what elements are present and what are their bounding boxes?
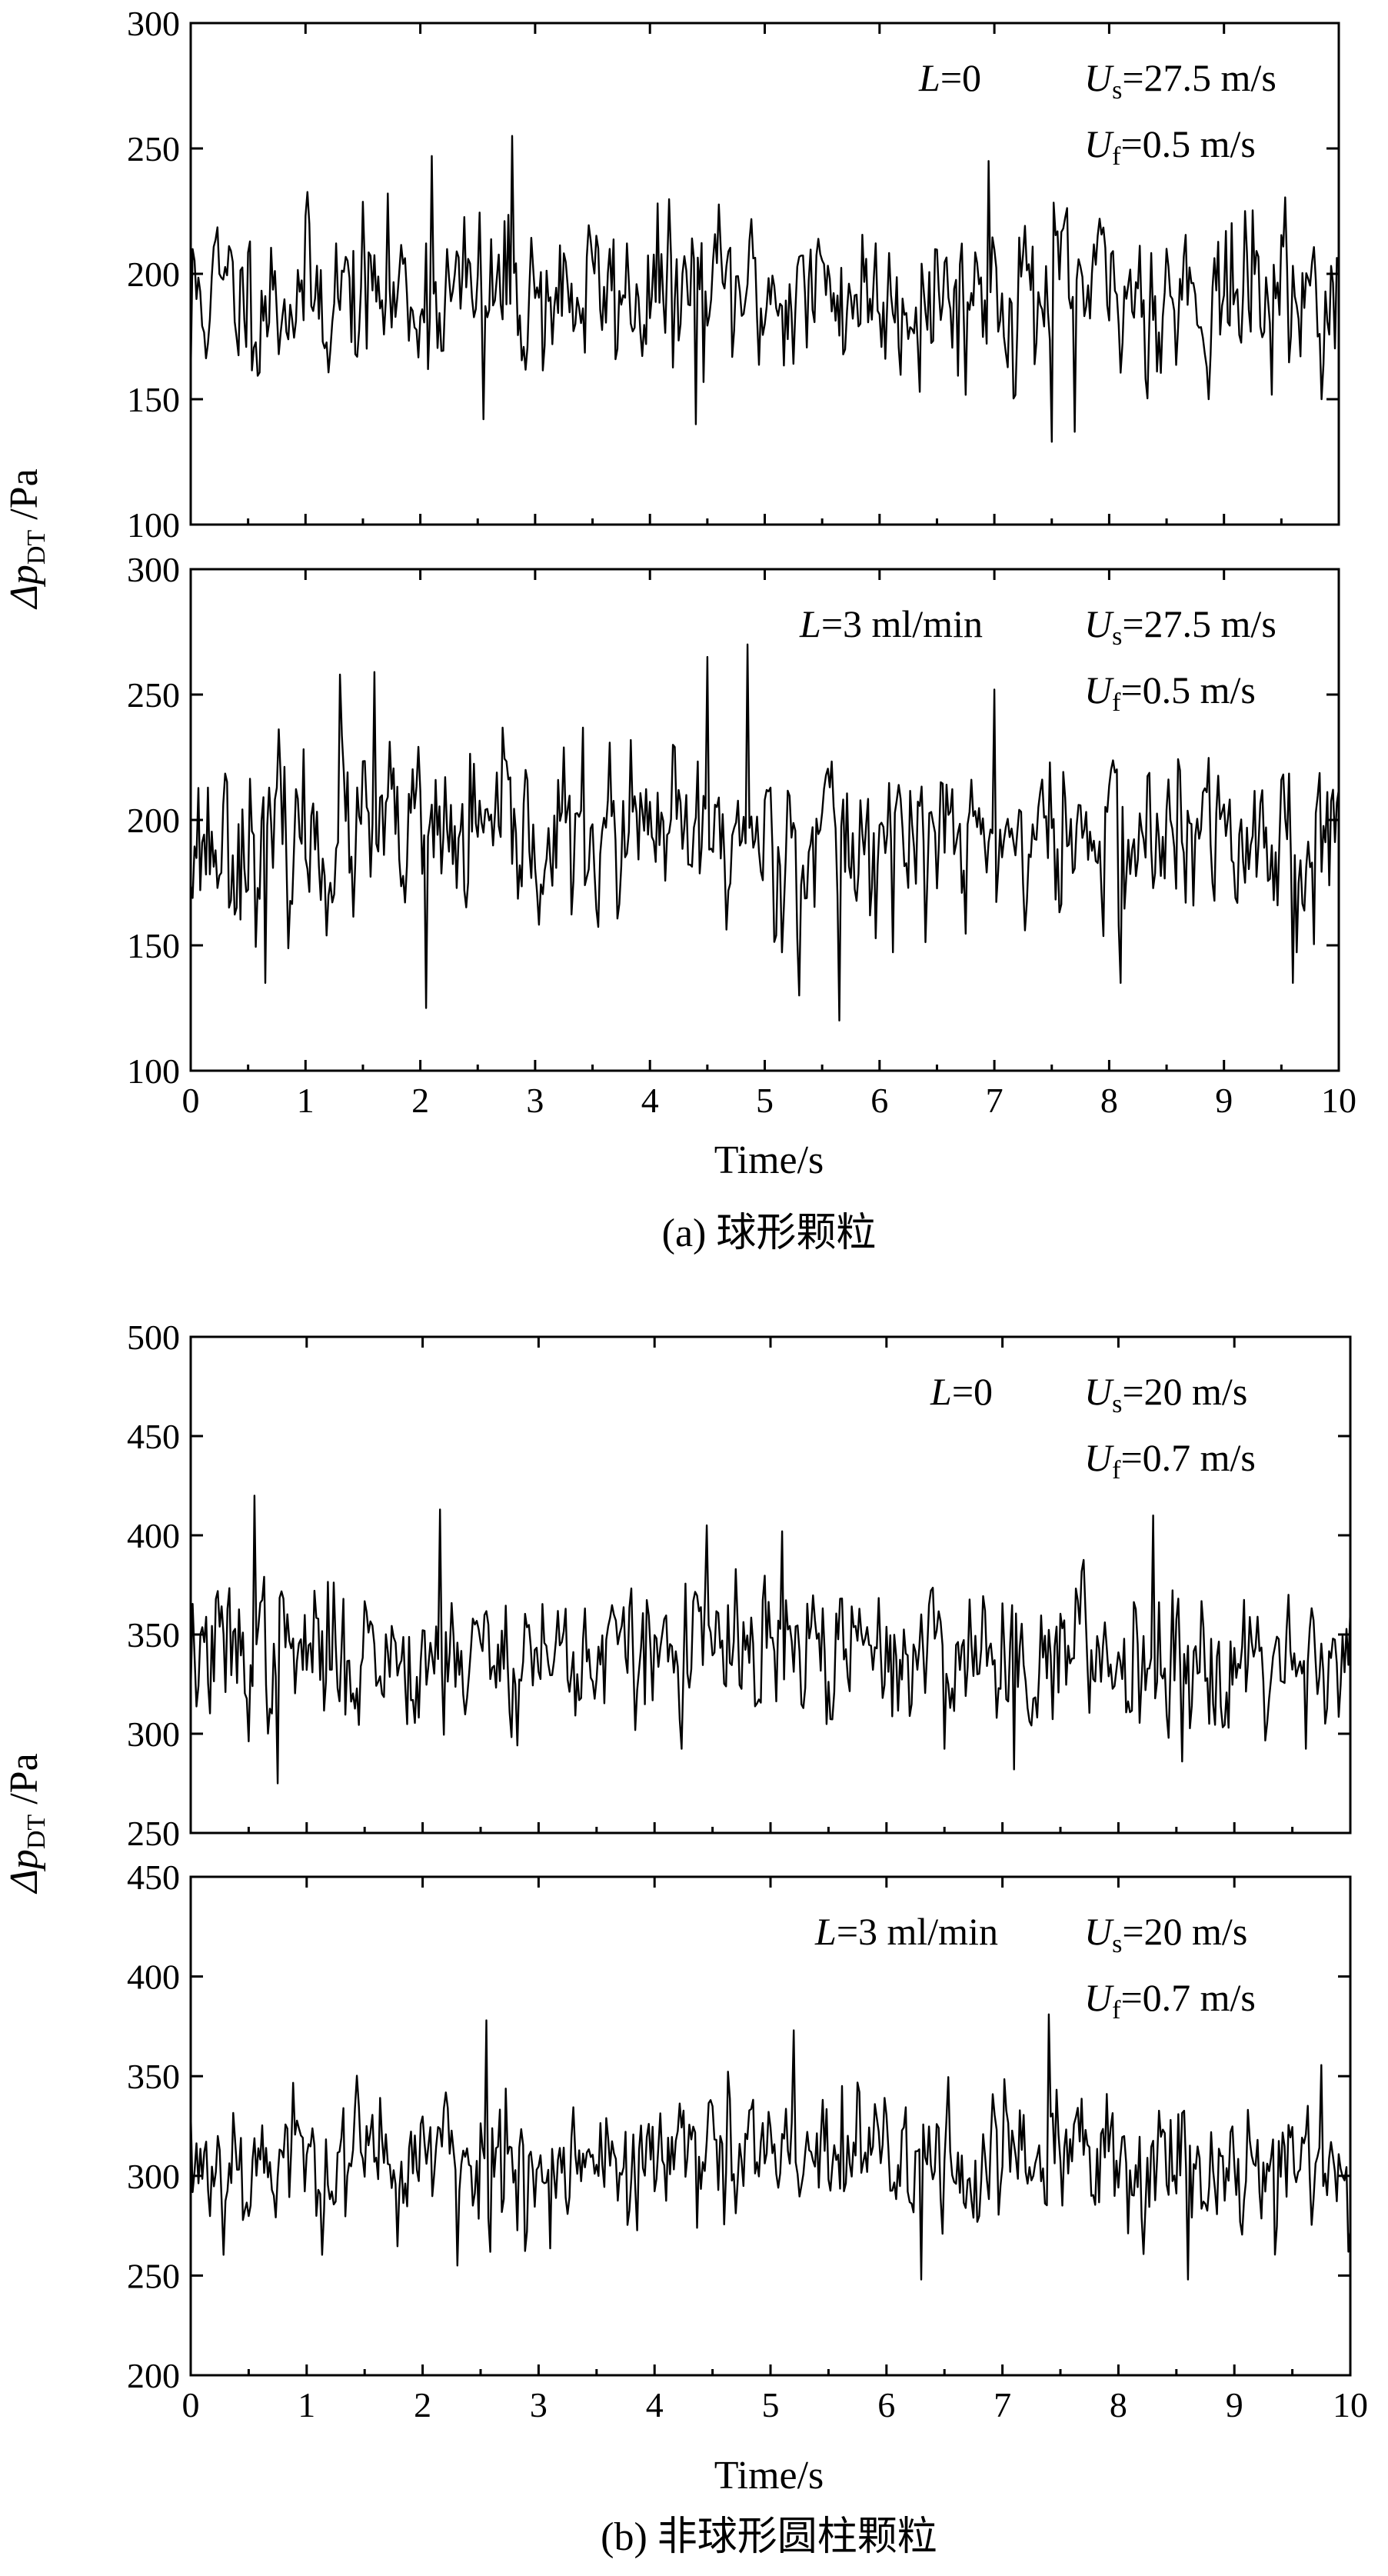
plot-a-bottom: 0 1 2 3 4 5 6 7 8 9 10 100 150 200 250 300 L=3 ml/min Us=… — [127, 550, 1356, 1120]
y-tick-label: 200 — [127, 2356, 180, 2395]
annotation-liquid-rate: L=0 — [918, 56, 981, 99]
annotation-us: Us=27.5 m/s — [1084, 602, 1276, 651]
ylabel-b: ΔpDT /Pa — [2, 1753, 51, 1894]
y-tick-label: 250 — [127, 1814, 180, 1853]
annotation-uf: Uf=0.5 m/s — [1084, 122, 1256, 171]
annotation-uf: Uf=0.5 m/s — [1084, 668, 1256, 717]
caption-b: (b) 非球形圆柱颗粒 — [601, 2515, 937, 2559]
x-tick-label: 6 — [877, 2385, 895, 2424]
y-tick-label: 150 — [127, 380, 180, 419]
x-tick-label: 4 — [641, 1081, 659, 1120]
y-tick-label: 250 — [127, 675, 180, 715]
annotation-uf: Uf=0.7 m/s — [1084, 1976, 1256, 2024]
x-tick-label: 10 — [1333, 2385, 1368, 2424]
x-tick-label: 9 — [1215, 1081, 1233, 1120]
plot-a-top: 100 150 200 250 300 L=0 Us=27.5 m/s Uf=0.5 m/s — [127, 4, 1340, 545]
x-tick-label: 9 — [1226, 2385, 1243, 2424]
x-tick-label: 4 — [646, 2385, 664, 2424]
x-tick-label: 6 — [870, 1081, 888, 1120]
xlabel-a: Time/s — [714, 1138, 824, 1182]
x-tick-label: 3 — [526, 1081, 544, 1120]
x-tick-label: 1 — [297, 1081, 315, 1120]
x-tick-label: 0 — [182, 2385, 200, 2424]
y-tick-label: 500 — [127, 1318, 180, 1357]
x-tick-label: 8 — [1100, 1081, 1118, 1120]
annotation-us: Us=20 m/s — [1084, 1910, 1247, 1958]
x-tick-label: 10 — [1321, 1081, 1356, 1120]
y-tick-label: 200 — [127, 801, 180, 840]
y-tick-label: 300 — [127, 4, 180, 43]
plot-b-top: 250 300 350 400 450 500 L=0 Us=20 m/s Uf=0.7 m/s — [127, 1318, 1352, 1853]
y-tick-label: 400 — [127, 1516, 180, 1555]
y-tick-label: 100 — [127, 505, 180, 545]
plot-b-bottom: 0 1 2 3 4 5 6 7 8 9 10 200 250 300 350 400 450 L=3 ml/min… — [127, 1858, 1368, 2424]
y-tick-label: 200 — [127, 255, 180, 294]
x-tick-label: 3 — [530, 2385, 548, 2424]
y-tick-label: 300 — [127, 550, 180, 589]
y-tick-label: 450 — [127, 1858, 180, 1897]
series-line — [189, 643, 1340, 1021]
x-tick-label: 8 — [1110, 2385, 1127, 2424]
y-tick-label: 300 — [127, 2157, 180, 2196]
y-tick-label: 350 — [127, 2057, 180, 2096]
series-line — [189, 1495, 1352, 1785]
x-tick-label: 7 — [986, 1081, 1004, 1120]
y-tick-label: 250 — [127, 2256, 180, 2295]
x-tick-label: 2 — [411, 1081, 429, 1120]
x-tick-label: 5 — [756, 1081, 774, 1120]
annotation-us: Us=20 m/s — [1084, 1370, 1247, 1418]
annotation-liquid-rate: L=3 ml/min — [799, 602, 983, 645]
y-tick-label: 150 — [127, 926, 180, 965]
y-tick-label: 400 — [127, 1958, 180, 1997]
xlabel-b: Time/s — [714, 2454, 824, 2498]
series-line — [189, 2013, 1352, 2281]
annotation-liquid-rate: L=0 — [930, 1370, 993, 1413]
annotation-uf: Uf=0.7 m/s — [1084, 1436, 1256, 1485]
y-tick-label: 300 — [127, 1715, 180, 1754]
x-tick-label: 5 — [762, 2385, 780, 2424]
y-tick-label: 450 — [127, 1417, 180, 1456]
ylabel-a: ΔpDT /Pa — [2, 468, 51, 609]
x-tick-label: 7 — [994, 2385, 1011, 2424]
caption-a: (a) 球形颗粒 — [662, 1211, 877, 1255]
series-line — [189, 135, 1340, 443]
annotation-us: Us=27.5 m/s — [1084, 56, 1276, 105]
annotation-liquid-rate: L=3 ml/min — [814, 1910, 998, 1953]
x-tick-label: 2 — [414, 2385, 431, 2424]
y-tick-label: 250 — [127, 129, 180, 168]
y-tick-label: 100 — [127, 1051, 180, 1091]
y-tick-label: 350 — [127, 1615, 180, 1655]
x-tick-label: 0 — [182, 1081, 200, 1120]
x-tick-label: 1 — [298, 2385, 315, 2424]
